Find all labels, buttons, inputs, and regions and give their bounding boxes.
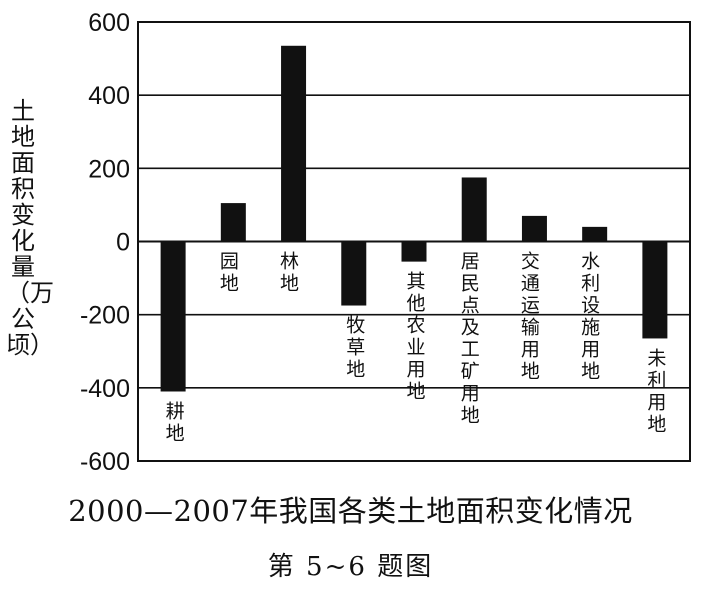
bar <box>401 241 427 262</box>
bar <box>341 241 367 306</box>
y-tick-label: 600 <box>88 9 130 37</box>
bar <box>220 203 246 242</box>
bar <box>160 241 186 392</box>
bar <box>461 177 487 242</box>
y-tick-label: -400 <box>80 375 130 403</box>
bar <box>521 215 547 242</box>
y-tick-label: 400 <box>88 82 130 110</box>
bar <box>642 241 668 339</box>
plot-frame <box>137 21 691 462</box>
category-label: 其他农业用地 <box>406 271 425 403</box>
category-label: 水利设施用地 <box>581 251 600 383</box>
category-label: 林地 <box>280 251 299 295</box>
bar <box>582 226 608 242</box>
category-label: 耕地 <box>166 400 185 444</box>
bar <box>281 45 307 242</box>
bars <box>160 45 668 392</box>
category-label: 牧草地 <box>346 315 365 381</box>
y-tick-label: -600 <box>80 448 130 476</box>
y-tick-label: 200 <box>88 155 130 183</box>
category-label: 园地 <box>220 251 239 295</box>
category-label: 未利用地 <box>647 347 666 435</box>
category-label: 交通运输用地 <box>521 251 540 383</box>
figure-caption: 第 5~6 题图 <box>267 552 434 582</box>
category-label: 居民点及工矿用地 <box>461 251 480 427</box>
y-axis-label: 土地面积变化量（万公顷） <box>6 97 54 359</box>
y-tick-label: -200 <box>80 302 130 330</box>
y-tick-label: 0 <box>116 229 130 257</box>
y-axis-ticks: 600 400 200 0 -200 -400 -600 <box>80 9 130 476</box>
chart-title: 2000—2007年我国各类土地面积变化情况 <box>68 494 633 528</box>
